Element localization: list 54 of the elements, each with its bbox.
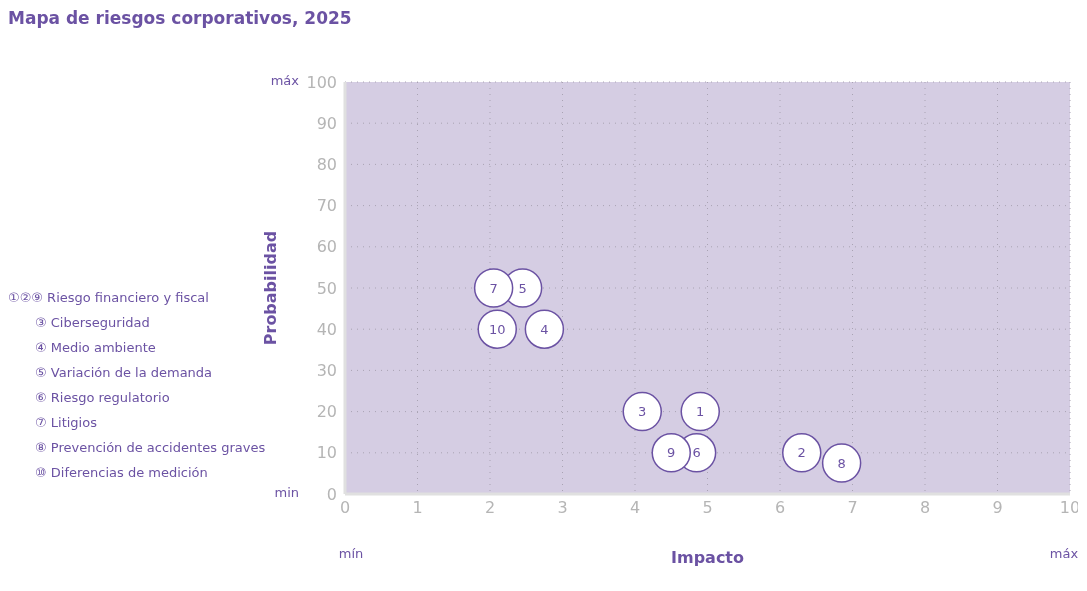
x-tick-label: 2 bbox=[484, 498, 496, 518]
y-tick-label: 60 bbox=[316, 237, 337, 257]
text: ⑤ Variación de la demanda bbox=[35, 365, 213, 380]
point bbox=[680, 391, 720, 432]
text: ①②⑨ Riesgo financiero y fiscal bbox=[8, 290, 209, 305]
text: ④ Medio ambiente bbox=[35, 340, 156, 355]
x-tick-label: 7 bbox=[847, 498, 858, 518]
text: máx bbox=[269, 73, 299, 88]
y-tick-label: 70 bbox=[316, 196, 337, 216]
text: ③ Ciberseguridad bbox=[35, 315, 150, 330]
x-tick-label: 3 bbox=[557, 498, 568, 518]
series-label: 9 bbox=[667, 445, 676, 461]
text: Mapa de riesgos corporativos, 2025 bbox=[8, 8, 352, 28]
y-axis-title: Probabilidad bbox=[260, 230, 280, 346]
y-tick-label: 30 bbox=[316, 361, 337, 381]
point bbox=[473, 268, 514, 308]
y-tick-label: 80 bbox=[316, 155, 337, 175]
series-label: 10 bbox=[488, 321, 506, 337]
point bbox=[651, 433, 691, 473]
series-label: 8 bbox=[837, 455, 846, 471]
text: mín bbox=[337, 546, 365, 561]
y-tick-label: 40 bbox=[316, 319, 337, 339]
text: min bbox=[273, 485, 299, 500]
series-label: 5 bbox=[518, 280, 527, 296]
series-label: 4 bbox=[540, 321, 549, 337]
series-label: 6 bbox=[692, 445, 701, 461]
x-tick-label: 5 bbox=[702, 498, 713, 518]
text: ⑩ Diferencias de medición bbox=[35, 465, 208, 480]
series-label: 1 bbox=[696, 404, 705, 420]
x-tick-label: 0 bbox=[339, 498, 351, 518]
point bbox=[622, 391, 662, 432]
series-label: 2 bbox=[797, 445, 806, 461]
y-tick-label: 20 bbox=[316, 402, 337, 422]
y-tick-label: 90 bbox=[316, 113, 337, 133]
text: ⑦ Litigios bbox=[35, 415, 97, 430]
y-tick-label: 0 bbox=[326, 484, 337, 504]
y-tick-label: 10 bbox=[316, 443, 337, 463]
point bbox=[477, 309, 517, 349]
x-tick-label: 4 bbox=[629, 498, 641, 518]
point bbox=[524, 309, 565, 349]
text: ⑧ Prevención de accidentes graves bbox=[35, 440, 266, 455]
x-tick-label: 6 bbox=[774, 498, 786, 518]
x-tick-label: 9 bbox=[992, 498, 1003, 518]
y-tick-label: 100 bbox=[306, 72, 337, 92]
point bbox=[821, 443, 862, 483]
point bbox=[782, 433, 822, 473]
text: ⑥ Riesgo regulatorio bbox=[35, 390, 170, 405]
series-label: 3 bbox=[638, 404, 647, 420]
y-tick-label: 50 bbox=[316, 278, 337, 298]
x-tick-label: 8 bbox=[919, 498, 931, 518]
series-label: 7 bbox=[489, 280, 498, 296]
x-tick-label: 1 bbox=[412, 498, 423, 518]
x-axis-title: Impacto bbox=[670, 548, 745, 567]
text: máx bbox=[1049, 546, 1079, 561]
